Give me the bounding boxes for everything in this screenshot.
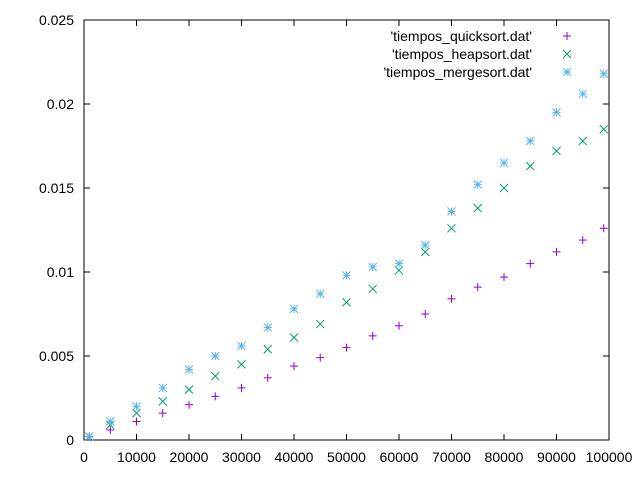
ticks-layer: 0 10000 20000 30000 40000 50000 60000 70000 8000… bbox=[39, 12, 633, 465]
data-point-plus bbox=[526, 259, 535, 268]
x-tick-label: 90000 bbox=[537, 449, 576, 465]
data-point-star bbox=[525, 136, 535, 146]
data-point-star bbox=[447, 207, 456, 216]
data-point-plus bbox=[421, 310, 430, 318]
data-point-cross bbox=[578, 136, 588, 146]
y-tick-label: 0.025 bbox=[39, 12, 74, 28]
data-point-star bbox=[368, 262, 378, 272]
data-point-cross bbox=[420, 247, 430, 257]
data-point-cross bbox=[289, 333, 299, 342]
data-point-star bbox=[499, 158, 509, 168]
data-point-cross bbox=[184, 385, 194, 394]
data-point-plus bbox=[132, 417, 141, 426]
legend-entry-label: 'tiempos_heapsort.dat' bbox=[392, 46, 532, 62]
legend-marker-plus bbox=[563, 32, 571, 40]
data-point-cross bbox=[599, 124, 609, 134]
x-tick-label: 60000 bbox=[380, 449, 419, 465]
data-point-star bbox=[578, 89, 588, 99]
data-point-star bbox=[599, 69, 609, 79]
x-tick-label: 30000 bbox=[222, 449, 261, 465]
data-point-plus bbox=[447, 294, 456, 303]
data-point-cross bbox=[368, 284, 378, 294]
x-tick-label: 100000 bbox=[586, 449, 633, 465]
x-tick-label: 80000 bbox=[485, 449, 524, 465]
x-tick-label: 0 bbox=[80, 449, 88, 465]
data-point-cross bbox=[447, 223, 456, 233]
y-tick-label: 0.01 bbox=[47, 264, 74, 280]
y-tick-label: 0 bbox=[66, 432, 74, 448]
data-point-cross bbox=[525, 161, 535, 171]
data-point-plus bbox=[552, 247, 561, 256]
data-point-star bbox=[105, 417, 115, 426]
data-point-star bbox=[210, 351, 220, 361]
x-tick-label: 40000 bbox=[275, 449, 314, 465]
data-point-star bbox=[237, 341, 246, 351]
data-point-plus bbox=[211, 392, 220, 401]
data-point-star bbox=[158, 383, 168, 393]
data-point-cross bbox=[210, 371, 220, 381]
data-point-cross bbox=[263, 344, 273, 354]
x-tick-label: 50000 bbox=[327, 449, 366, 465]
x-tick-label: 10000 bbox=[117, 449, 156, 465]
data-point-cross bbox=[552, 146, 561, 156]
data-point-star bbox=[394, 259, 404, 268]
legend-entry-label: 'tiempos_mergesort.dat' bbox=[383, 64, 532, 80]
series-plus bbox=[85, 224, 608, 441]
data-point-star bbox=[315, 289, 325, 299]
data-point-cross bbox=[394, 265, 404, 275]
legend: 'tiempos_quicksort.dat' 'tiempos_heapsort… bbox=[383, 28, 572, 80]
data-point-plus bbox=[263, 373, 272, 382]
data-point-plus bbox=[185, 400, 193, 409]
data-point-cross bbox=[315, 319, 325, 329]
data-point-cross bbox=[342, 297, 351, 307]
data-point-plus bbox=[237, 383, 246, 392]
data-point-plus bbox=[473, 283, 482, 292]
data-point-cross bbox=[158, 397, 168, 406]
y-tick-label: 0.015 bbox=[39, 180, 74, 196]
series-star bbox=[84, 69, 609, 441]
data-point-plus bbox=[578, 236, 587, 245]
data-point-plus bbox=[290, 362, 298, 371]
data-point-star bbox=[473, 180, 483, 189]
data-point-cross bbox=[237, 360, 246, 369]
data-point-star bbox=[342, 271, 351, 280]
data-point-plus bbox=[106, 425, 115, 434]
data-point-plus bbox=[158, 409, 167, 418]
data-point-star bbox=[84, 432, 94, 441]
data-point-star bbox=[552, 108, 561, 117]
plot-area bbox=[83, 19, 610, 441]
data-point-plus bbox=[395, 321, 403, 330]
series-layer bbox=[84, 69, 609, 441]
data-point-star bbox=[263, 323, 273, 332]
data-point-star bbox=[289, 304, 299, 314]
data-point-plus bbox=[500, 273, 508, 282]
data-point-plus bbox=[342, 343, 351, 352]
data-point-plus bbox=[316, 353, 325, 362]
data-point-plus bbox=[368, 331, 377, 340]
legend-marker-cross bbox=[562, 49, 572, 59]
y-tick-label: 0.005 bbox=[39, 348, 74, 364]
data-point-cross bbox=[132, 408, 141, 418]
x-tick-label: 20000 bbox=[170, 449, 209, 465]
data-point-star bbox=[420, 240, 430, 250]
legend-marker-star bbox=[562, 67, 572, 77]
series-cross bbox=[84, 124, 609, 441]
data-point-plus bbox=[599, 224, 608, 233]
x-tick-label: 70000 bbox=[432, 449, 471, 465]
data-point-star bbox=[184, 365, 194, 374]
data-point-star bbox=[132, 402, 141, 411]
data-point-cross bbox=[499, 183, 509, 193]
data-point-cross bbox=[473, 203, 483, 213]
legend-entry-label: 'tiempos_quicksort.dat' bbox=[390, 28, 532, 44]
y-tick-label: 0.02 bbox=[47, 96, 74, 112]
